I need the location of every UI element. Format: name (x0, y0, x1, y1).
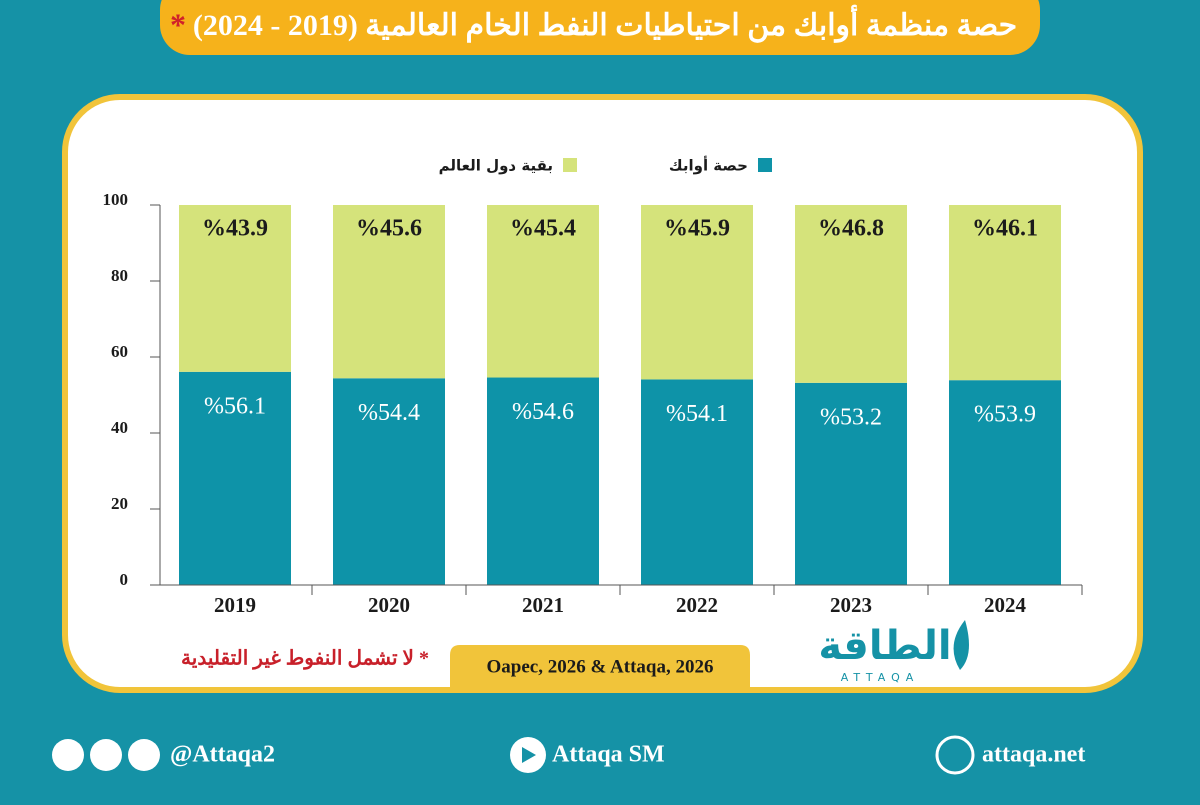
bar-segment (487, 205, 599, 378)
bar-segment (949, 205, 1061, 381)
x-tick-label: 2021 (522, 593, 564, 617)
footer: @Attaqa2 Attaqa SM attaqa.net (52, 735, 1085, 775)
value-label: %46.8 (818, 216, 884, 242)
logo-latin: ATTAQA (841, 671, 920, 684)
source: Oapec, 2026 & Attaqa, 2026 (487, 656, 714, 677)
icon-play (522, 747, 536, 763)
y-tick-label: 40 (111, 418, 128, 437)
footer-website: attaqa.net (982, 742, 1085, 768)
value-label: %54.6 (512, 399, 574, 425)
value-label: %45.6 (356, 216, 422, 242)
legend-swatch (563, 158, 577, 172)
title-mark: * (170, 6, 186, 42)
value-label: %56.1 (204, 393, 266, 419)
chart-title: حصة منظمة أوابك من احتياطيات النفط الخام… (193, 4, 1017, 43)
value-label: %43.9 (202, 216, 268, 242)
bar-segment (333, 378, 445, 585)
y-tick-label: 100 (103, 190, 129, 209)
value-label: %54.4 (358, 400, 420, 426)
bar-segment (179, 205, 291, 372)
x-tick-label: 2024 (984, 593, 1027, 617)
bar-segment (795, 382, 907, 585)
bar-segment (641, 205, 753, 380)
icon-facebook (128, 739, 160, 771)
icon-x (52, 739, 84, 771)
x-tick-label: 2023 (830, 593, 872, 617)
bar-segment (641, 379, 753, 585)
value-label: %46.1 (972, 216, 1038, 242)
value-label: %45.9 (664, 216, 730, 242)
value-label: %45.4 (510, 216, 576, 242)
y-tick-label: 60 (111, 342, 128, 361)
source-box (450, 645, 750, 690)
logo: الطاقة ATTAQA (818, 620, 969, 684)
bar-segment (333, 205, 445, 379)
value-label: %54.1 (666, 401, 728, 427)
footer-youtube: Attaqa SM (552, 742, 665, 768)
legend-swatch (758, 158, 772, 172)
x-tick-label: 2019 (214, 593, 256, 617)
bar-segment (949, 380, 1061, 585)
title-banner (160, 0, 1040, 55)
bar-segment (795, 205, 907, 383)
footer-social: @Attaqa2 (170, 742, 275, 768)
bar-segment (179, 371, 291, 585)
x-tick-label: 2020 (368, 593, 410, 617)
icon-instagram (90, 739, 122, 771)
y-tick-label: 20 (111, 494, 128, 513)
legend-label: حصة أوابك (669, 156, 748, 175)
value-label: %53.2 (820, 404, 882, 430)
icon-web (935, 735, 975, 775)
bar-segment (487, 377, 599, 585)
legend-label: بقية دول العالم (439, 157, 553, 175)
value-label: %53.9 (974, 402, 1036, 428)
footnote: * لا تشمل النفوط غير التقليدية (181, 648, 429, 671)
logo-name: الطاقة (818, 623, 951, 669)
y-tick-label: 0 (120, 570, 129, 589)
x-tick-label: 2022 (676, 593, 718, 617)
logo-drop (953, 620, 969, 670)
y-tick-label: 80 (111, 266, 128, 285)
